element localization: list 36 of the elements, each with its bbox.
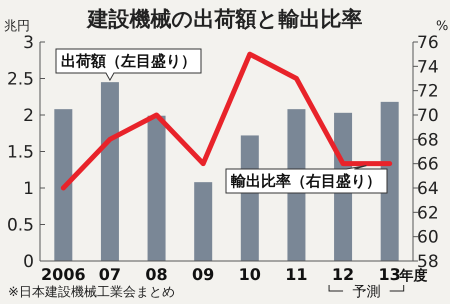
y2-tick-label: 74 — [417, 57, 439, 78]
y-tick-label: 0.5 — [6, 216, 34, 236]
y-tick-label: 0 — [23, 252, 34, 272]
y-tick-label: 1 — [23, 179, 34, 199]
series-label: 出荷額（左目盛り） — [61, 52, 196, 70]
y2-tick-label: 64 — [417, 179, 439, 199]
y2-tick-label: 76 — [417, 33, 439, 53]
text: 予測 — [352, 284, 380, 300]
y2-tick-label: 72 — [417, 82, 439, 102]
x-tick-label: 08 — [145, 265, 168, 284]
y2-axis-title: % — [436, 19, 448, 34]
bar — [54, 109, 72, 261]
y-tick-label: 3 — [23, 33, 34, 53]
y-tick-label: 2.5 — [6, 70, 34, 90]
x-tick-label: 13 — [378, 265, 401, 284]
series-label: 輸出比率（右目盛り） — [230, 172, 381, 190]
x-tick-label: 07 — [98, 265, 122, 284]
y2-tick-label: 70 — [417, 106, 439, 126]
x-tick-label: 09 — [192, 265, 214, 284]
y2-tick-label: 68 — [417, 130, 439, 150]
chart-title: 建設機械の出荷額と輸出比率 — [86, 7, 362, 31]
y-tick-label: 2 — [23, 106, 34, 126]
bar — [100, 82, 119, 261]
x-tick-label: 11 — [285, 265, 308, 284]
x-tick-label: 12 — [332, 265, 354, 284]
y-axis-title: 兆円 — [4, 19, 30, 34]
bar — [194, 182, 212, 261]
x-tick-label: 2006 — [41, 265, 86, 284]
y2-tick-label: 66 — [417, 154, 439, 175]
x-tick-label: 10 — [238, 265, 261, 284]
y-tick-label: 1.5 — [6, 142, 34, 162]
y2-tick-label: 60 — [417, 228, 439, 248]
y2-tick-label: 62 — [417, 203, 439, 224]
text: ※日本建設機械工業会まとめ — [8, 285, 175, 300]
bar — [148, 116, 166, 261]
bar — [380, 102, 399, 261]
